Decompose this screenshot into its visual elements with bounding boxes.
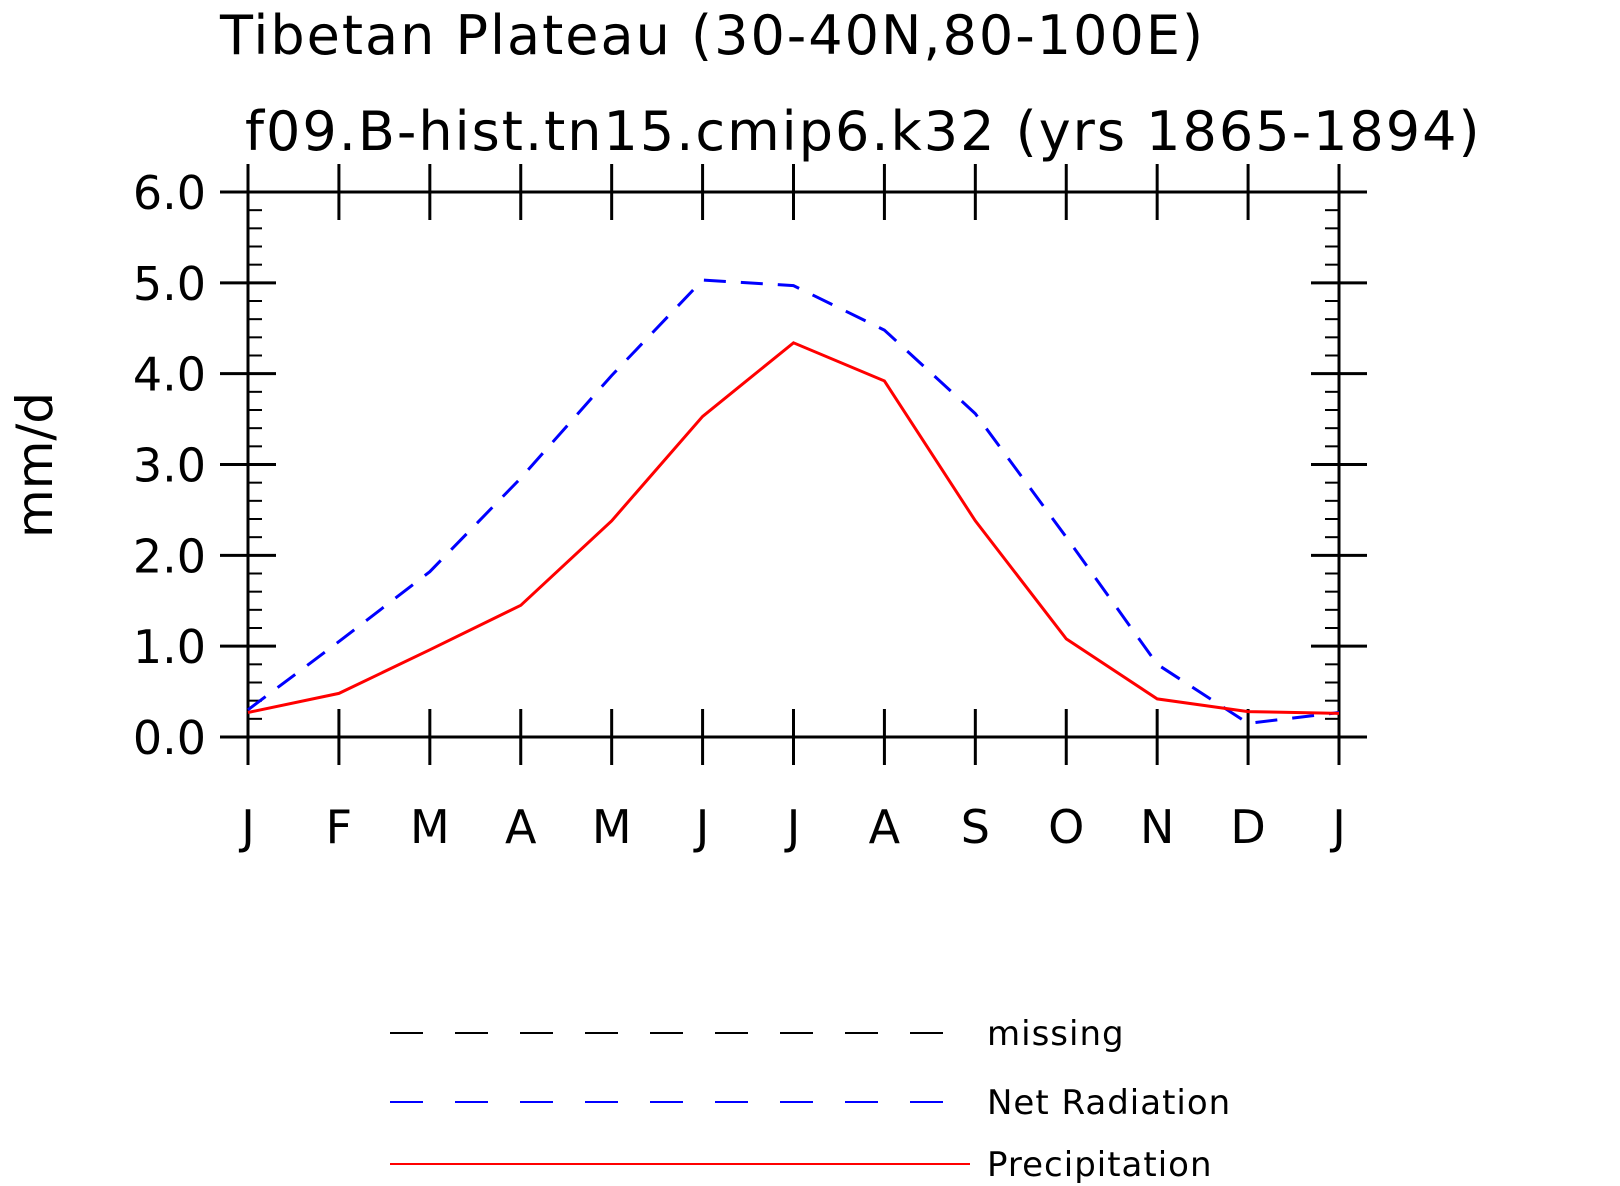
- x-tick-label: J: [1329, 800, 1346, 854]
- y-tick-label: 2.0: [133, 529, 206, 583]
- chart-title: Tibetan Plateau (30-40N,80-100E): [219, 4, 1205, 67]
- x-tick-label: F: [326, 800, 352, 854]
- legend-label-net-radiation: Net Radiation: [987, 1083, 1231, 1123]
- x-tick-label: M: [592, 800, 632, 854]
- x-tick-label: D: [1230, 800, 1265, 854]
- legend: missing Net Radiation Precipitation: [390, 1014, 1231, 1185]
- series-line-net-radiation: [247, 278, 1340, 725]
- y-tick-label: 3.0: [133, 439, 206, 493]
- y-axis-title: mm/d: [6, 392, 64, 538]
- chart-subtitle: f09.B-hist.tn15.cmip6.k32 (yrs 1865-1894…: [245, 100, 1482, 163]
- y-tick-label: 0.0: [133, 711, 206, 765]
- x-tick-label: A: [505, 800, 537, 854]
- y-tick-label: 1.0: [133, 620, 206, 674]
- x-tick-label: J: [784, 800, 801, 854]
- x-tick-label: M: [410, 800, 450, 854]
- legend-label-precipitation: Precipitation: [987, 1145, 1213, 1185]
- series-lines: [247, 278, 1340, 725]
- y-tick-label: 4.0: [133, 348, 206, 402]
- series-line-precipitation: [247, 341, 1340, 715]
- plot-frame: [246, 190, 1341, 739]
- y-tick-labels: 0.0 1.0 2.0 3.0 4.0 5.0 6.0: [133, 166, 206, 765]
- x-tick-label: J: [238, 800, 255, 854]
- axis-ticks: [220, 164, 1367, 765]
- x-tick-label: J: [693, 800, 710, 854]
- x-tick-label: A: [869, 800, 901, 854]
- x-tick-label: O: [1048, 800, 1084, 854]
- y-tick-label: 5.0: [133, 257, 206, 311]
- legend-label-missing: missing: [987, 1014, 1125, 1054]
- x-tick-label: N: [1140, 800, 1174, 854]
- y-tick-label: 6.0: [133, 166, 206, 220]
- x-tick-label: S: [961, 800, 990, 854]
